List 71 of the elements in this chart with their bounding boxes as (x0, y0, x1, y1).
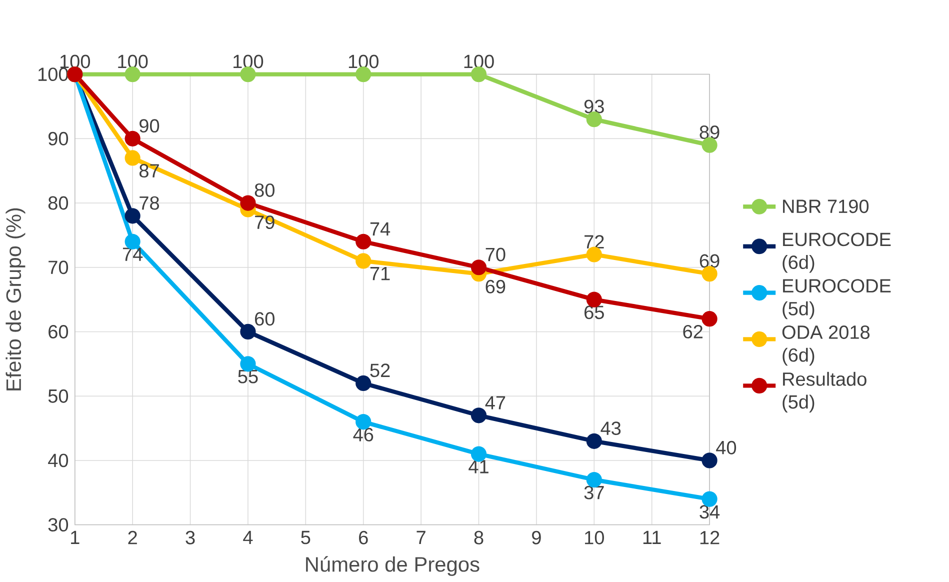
data-label: 69 (486, 280, 506, 294)
y-tick-label: 50 (48, 390, 68, 403)
data-label: 100 (60, 54, 90, 68)
x-tick-label: 11 (643, 531, 661, 544)
point (124, 208, 140, 224)
data-label: 47 (485, 396, 506, 410)
data-label: 46 (353, 428, 374, 442)
y-axis-title: Efeito de Grupo (%) (6, 208, 26, 391)
x-tick-label: 7 (416, 531, 426, 544)
data-label: 90 (140, 119, 160, 133)
data-label: 71 (370, 267, 390, 280)
x-tick-label: 10 (585, 531, 604, 545)
point (702, 311, 718, 327)
point (124, 131, 140, 147)
data-label: 100 (118, 54, 148, 68)
point (470, 408, 487, 424)
y-tick-label: 90 (48, 132, 68, 146)
data-label: 34 (700, 505, 720, 519)
data-label: 43 (600, 422, 621, 436)
y-tick-label: 40 (48, 454, 68, 468)
point (356, 376, 372, 392)
point (586, 434, 602, 450)
point (702, 452, 718, 468)
data-label: 74 (122, 248, 143, 261)
data-label: 87 (140, 164, 159, 178)
data-label: 55 (238, 370, 258, 384)
y-tick-label: 30 (48, 518, 68, 532)
x-tick-label: 9 (532, 531, 541, 545)
y-tick-label: 70 (48, 260, 68, 274)
data-label: 93 (584, 100, 604, 114)
x-tick-label: 1 (71, 531, 80, 544)
x-tick-label: 5 (301, 531, 310, 544)
data-label: 60 (255, 312, 274, 326)
y-tick-label: 60 (48, 325, 68, 339)
data-label: 70 (486, 248, 506, 262)
point (356, 253, 372, 269)
data-label: 100 (464, 54, 494, 68)
data-label: 41 (468, 460, 488, 474)
legend-label: NBR 7190 (783, 200, 869, 214)
data-label: 89 (700, 126, 720, 140)
x-tick-label: 4 (243, 531, 253, 544)
data-label: 100 (234, 54, 264, 68)
data-label: 62 (683, 325, 702, 339)
data-label: 65 (584, 306, 604, 320)
data-label: 37 (584, 486, 604, 500)
data-label: 74 (370, 222, 390, 236)
data-label: 69 (700, 254, 720, 268)
data-label: 80 (254, 184, 274, 198)
y-tick-label: 100 (38, 68, 68, 82)
x-axis-title: Número de Pregos (306, 556, 480, 576)
x-tick-label: 8 (474, 531, 484, 545)
legend-label: EUROCODE (5d) (782, 279, 891, 320)
data-label: 52 (370, 364, 390, 378)
x-tick-label: 12 (700, 531, 720, 544)
data-label: 100 (348, 54, 378, 68)
point (356, 234, 372, 250)
point (124, 150, 140, 166)
x-tick-label: 6 (359, 531, 368, 545)
y-tick-label: 80 (48, 196, 68, 210)
data-label: 40 (716, 441, 736, 455)
data-label: 72 (584, 235, 604, 249)
point (470, 260, 487, 276)
point (240, 324, 256, 340)
point (240, 195, 256, 211)
legend-label: EUROCODE (6d) (782, 232, 891, 273)
legend-label: ODA 2018 (6d) (782, 326, 870, 366)
legend-label: Resultado (5d) (782, 372, 866, 413)
data-label: 78 (140, 196, 160, 210)
x-tick-label: 3 (186, 531, 195, 545)
data-label: 79 (255, 216, 274, 230)
x-tick-label: 2 (128, 531, 137, 544)
